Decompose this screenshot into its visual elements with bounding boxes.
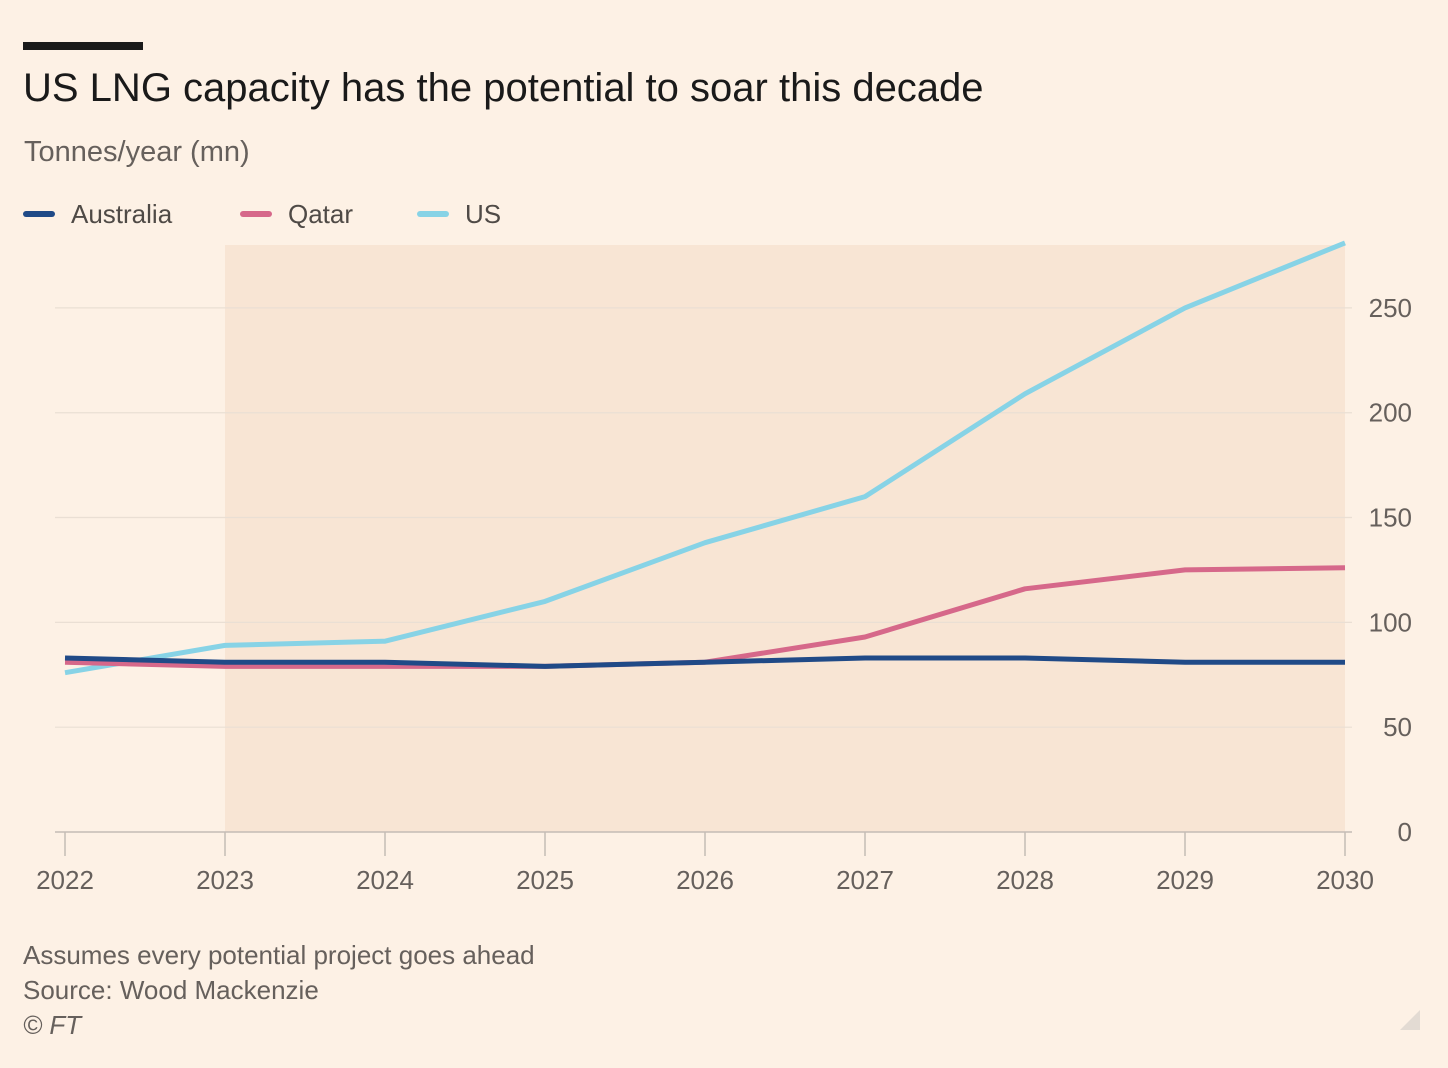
- y-tick-label-100: 100: [1369, 607, 1412, 637]
- x-tick-label-2025: 2025: [516, 865, 574, 895]
- title-rule: [23, 42, 143, 50]
- forecast-band: [225, 245, 1345, 832]
- x-tick-label-2024: 2024: [356, 865, 414, 895]
- y-tick-label-150: 150: [1369, 503, 1412, 533]
- series-line-australia: [64, 655, 1345, 669]
- y-tick-label-200: 200: [1369, 398, 1412, 428]
- y-tick-label-0: 0: [1398, 817, 1412, 847]
- legend-swatch-us: [417, 211, 449, 217]
- chart-title: US LNG capacity has the potential to soa…: [23, 66, 984, 110]
- legend-swatch-qatar: [240, 211, 272, 217]
- y-tick-label-50: 50: [1383, 712, 1412, 742]
- ft-credit: © FT: [23, 1010, 82, 1040]
- legend-swatch-australia: [23, 211, 55, 217]
- assumption-note: Assumes every potential project goes ahe…: [23, 940, 535, 970]
- legend-item-us: US: [417, 196, 501, 232]
- x-tick-label-2028: 2028: [996, 865, 1054, 895]
- chart-notes: Assumes every potential project goes ahe…: [23, 938, 535, 1043]
- x-tick-label-2026: 2026: [676, 865, 734, 895]
- legend-label-qatar: Qatar: [288, 198, 354, 229]
- series-line-us: [64, 240, 1346, 676]
- x-tick-label-2022: 2022: [36, 865, 94, 895]
- chart-subtitle: Tonnes/year (mn): [24, 136, 250, 168]
- x-tick-label-2027: 2027: [836, 865, 894, 895]
- legend-item-qatar: Qatar: [240, 196, 353, 232]
- x-tick-label-2029: 2029: [1156, 865, 1214, 895]
- legend-item-australia: Australia: [23, 196, 172, 232]
- legend-label-us: US: [465, 198, 502, 229]
- legend: Australia Qatar US: [23, 196, 723, 232]
- legend-label-australia: Australia: [71, 198, 173, 229]
- x-tick-label-2023: 2023: [196, 865, 254, 895]
- resize-handle-icon[interactable]: [1400, 1010, 1420, 1030]
- y-tick-label-250: 250: [1369, 293, 1412, 323]
- source-note: Source: Wood Mackenzie: [23, 975, 319, 1005]
- x-tick-label-2030: 2030: [1316, 865, 1374, 895]
